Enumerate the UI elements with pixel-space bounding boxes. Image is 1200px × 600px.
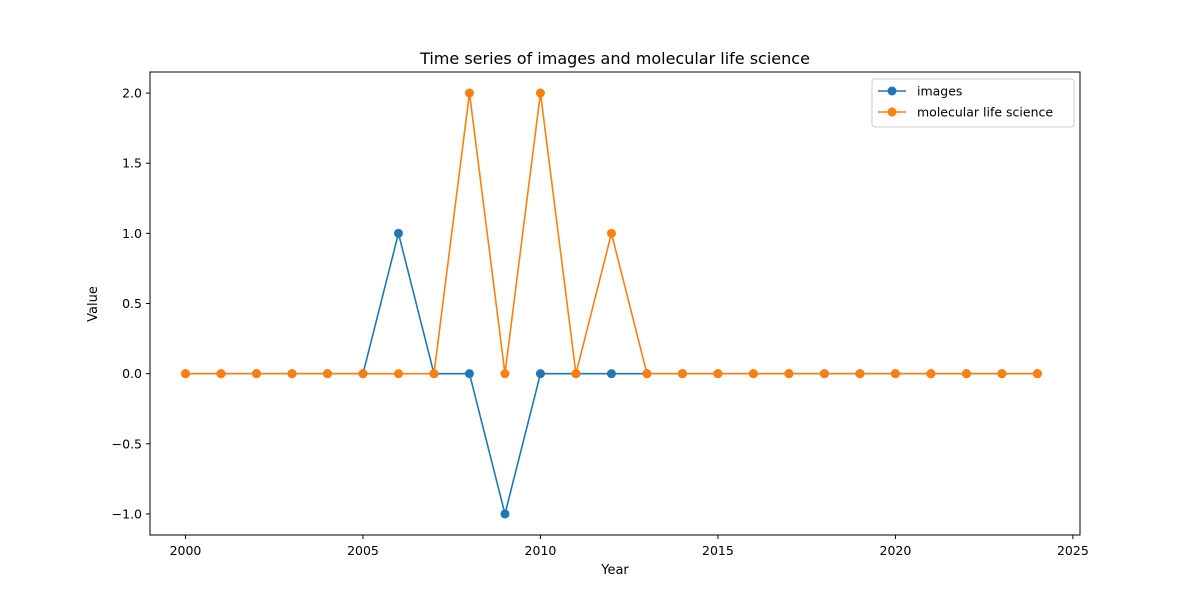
- x-tick-label: 2010: [525, 543, 557, 558]
- data-point: [464, 88, 474, 98]
- data-point: [961, 369, 971, 379]
- legend-swatch-marker: [887, 86, 897, 96]
- data-point: [677, 369, 687, 379]
- data-point: [713, 369, 723, 379]
- data-point: [819, 369, 829, 379]
- plot-frame: [149, 71, 1081, 536]
- data-point: [216, 369, 226, 379]
- y-tick-label: 0.0: [122, 366, 142, 381]
- data-point: [535, 88, 545, 98]
- y-tick-label: 2.0: [122, 86, 142, 101]
- legend: images molecular life science: [871, 78, 1075, 128]
- data-point: [784, 369, 794, 379]
- data-point: [997, 369, 1007, 379]
- legend-swatch-marker: [887, 107, 897, 117]
- data-point: [251, 369, 261, 379]
- y-tick-label: 1.5: [122, 156, 142, 171]
- data-point: [500, 369, 510, 379]
- data-point: [890, 369, 900, 379]
- data-point: [393, 369, 403, 379]
- data-point: [642, 369, 652, 379]
- x-tick-label: 2025: [1057, 543, 1089, 558]
- data-point: [606, 369, 616, 379]
- legend-box: [871, 78, 1075, 128]
- series-layer: [180, 88, 1042, 519]
- data-point: [606, 228, 616, 238]
- data-point: [358, 369, 368, 379]
- data-point: [535, 369, 545, 379]
- data-point: [429, 369, 439, 379]
- data-point: [287, 369, 297, 379]
- chart-title: Time series of images and molecular life…: [419, 49, 810, 68]
- data-point: [855, 369, 865, 379]
- data-point: [748, 369, 758, 379]
- y-axis-label: Value: [86, 286, 101, 322]
- y-tick-label: −1.0: [112, 506, 142, 521]
- x-tick-label: 2000: [170, 543, 202, 558]
- data-point: [571, 369, 581, 379]
- legend-label: images: [917, 84, 962, 99]
- y-tick-label: 0.5: [122, 296, 142, 311]
- data-point: [926, 369, 936, 379]
- x-tick-label: 2020: [880, 543, 912, 558]
- legend-label: molecular life science: [917, 105, 1053, 120]
- data-point: [180, 369, 190, 379]
- data-point: [464, 369, 474, 379]
- data-point: [1032, 369, 1042, 379]
- y-tick-label: 1.0: [122, 226, 142, 241]
- x-tick-label: 2015: [702, 543, 734, 558]
- series-1: [180, 88, 1042, 379]
- tick-layer: 2000 2005 2010 2015 2020 2025 −1.0 −0.5 0.0 0.5 1.…: [112, 86, 1089, 558]
- data-point: [393, 228, 403, 238]
- data-point: [500, 509, 510, 519]
- y-tick-label: −0.5: [112, 436, 142, 451]
- x-tick-label: 2005: [347, 543, 379, 558]
- x-axis-label: Year: [600, 563, 629, 578]
- data-point: [322, 369, 332, 379]
